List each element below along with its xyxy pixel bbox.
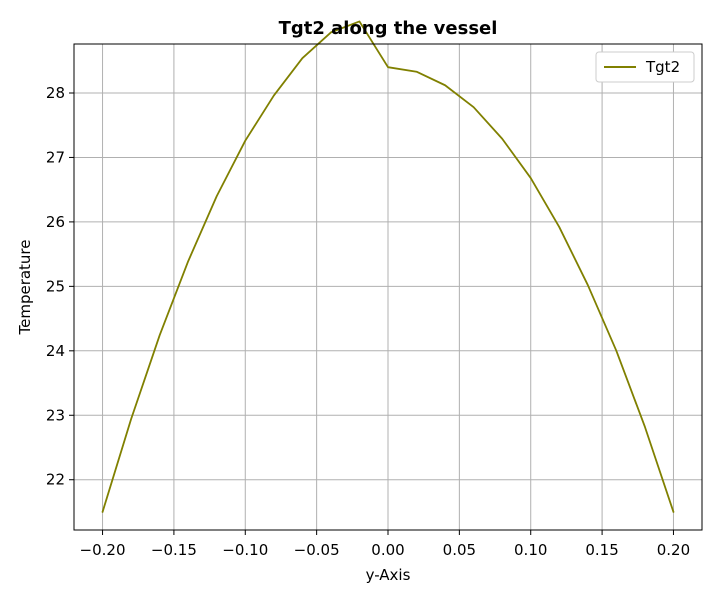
x-tick-label: −0.10 — [222, 541, 268, 559]
grid — [74, 44, 702, 530]
y-tick-label: 26 — [46, 213, 65, 231]
y-tick-label: 22 — [46, 471, 65, 489]
chart-title: Tgt2 along the vessel — [279, 18, 498, 39]
y-tick-label: 28 — [46, 84, 65, 102]
y-tick-label: 27 — [46, 148, 65, 166]
legend-label: Tgt2 — [645, 58, 680, 76]
ticks: −0.20 −0.15 −0.10 −0.05 0.00 0.05 0.10 0.15 0.20… — [46, 84, 690, 559]
series-layer — [101, 20, 675, 513]
legend-box — [595, 51, 695, 83]
legend: Tgt2 — [595, 51, 695, 83]
y-tick-label: 25 — [46, 277, 65, 295]
x-axis-label: y-Axis — [366, 566, 411, 584]
x-tick-label: 0.15 — [585, 541, 618, 559]
y-tick-label: 23 — [46, 406, 65, 424]
x-tick-label: 0.20 — [657, 541, 690, 559]
x-tick-label: 0.00 — [371, 541, 404, 559]
y-tick-label: 24 — [46, 342, 65, 360]
y-axis-label: Temperature — [16, 239, 34, 335]
x-tick-label: −0.15 — [151, 541, 197, 559]
x-tick-label: −0.20 — [80, 541, 126, 559]
x-tick-label: −0.05 — [294, 541, 340, 559]
series-line-tgt2 — [101, 20, 675, 513]
x-tick-label: 0.10 — [514, 541, 547, 559]
x-tick-label: 0.05 — [443, 541, 476, 559]
